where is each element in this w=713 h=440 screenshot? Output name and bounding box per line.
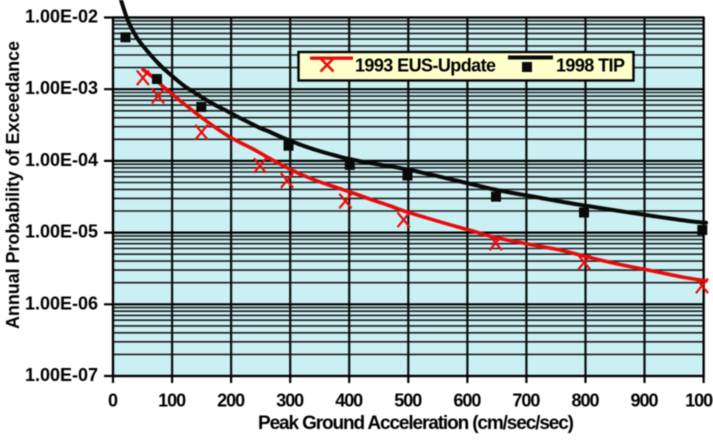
svg-text:200: 200 bbox=[217, 391, 245, 411]
svg-text:1998 TIP: 1998 TIP bbox=[556, 56, 625, 76]
svg-text:300: 300 bbox=[276, 391, 304, 411]
svg-text:600: 600 bbox=[453, 391, 481, 411]
svg-text:500: 500 bbox=[394, 391, 422, 411]
svg-text:1.00E-02: 1.00E-02 bbox=[25, 7, 98, 27]
svg-text:Peak Ground Acceleration (cm/s: Peak Ground Acceleration (cm/sec/sec) bbox=[258, 413, 574, 434]
svg-text:100: 100 bbox=[158, 391, 186, 411]
svg-text:1000: 1000 bbox=[685, 391, 713, 411]
svg-text:1.00E-04: 1.00E-04 bbox=[25, 150, 98, 170]
svg-text:800: 800 bbox=[572, 391, 600, 411]
svg-text:Annual Probability of Exceedan: Annual Probability of Exceedance bbox=[3, 41, 23, 329]
svg-text:1.00E-06: 1.00E-06 bbox=[25, 293, 98, 313]
svg-text:0: 0 bbox=[108, 391, 118, 411]
svg-text:700: 700 bbox=[512, 391, 540, 411]
svg-text:1993 EUS-Update: 1993 EUS-Update bbox=[355, 56, 496, 76]
svg-text:1.00E-05: 1.00E-05 bbox=[25, 222, 98, 242]
svg-text:400: 400 bbox=[335, 391, 363, 411]
svg-text:900: 900 bbox=[631, 391, 659, 411]
svg-text:1.00E-07: 1.00E-07 bbox=[25, 365, 98, 385]
svg-text:1.00E-03: 1.00E-03 bbox=[25, 78, 98, 98]
